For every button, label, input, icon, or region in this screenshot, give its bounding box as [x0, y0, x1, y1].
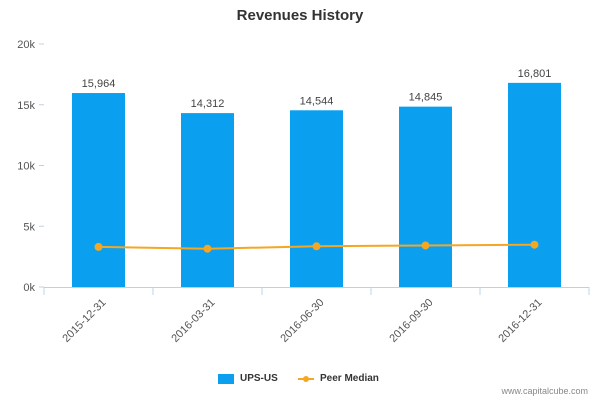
chart-title: Revenues History [236, 7, 364, 24]
data-label: 15,964 [82, 78, 116, 90]
y-tick-label: 15k [17, 100, 35, 112]
data-label: 16,801 [518, 68, 552, 80]
legend-label-peer-median: Peer Median [320, 373, 379, 384]
peer-median-point [312, 242, 321, 251]
y-tick-label: 20k [17, 39, 35, 51]
peer-median-point [94, 242, 103, 251]
y-tick-label: 0k [23, 282, 35, 294]
data-label: 14,312 [191, 98, 225, 110]
peer-median-point [203, 244, 212, 253]
y-tick-label: 5k [23, 221, 35, 233]
bar [72, 93, 125, 287]
bar [508, 82, 561, 287]
data-label: 14,544 [300, 95, 334, 107]
x-tick-label: 2015-12-31 [60, 297, 108, 345]
bar [399, 106, 452, 288]
peer-median-point [530, 240, 539, 249]
bar [181, 113, 234, 288]
legend-swatch-ups-us [218, 373, 234, 384]
legend-item-peer-median[interactable]: Peer Median [298, 373, 379, 384]
x-tick-label: 2016-12-31 [496, 297, 544, 345]
bar [290, 110, 343, 287]
legend-label-ups-us: UPS-US [240, 373, 278, 384]
data-label: 14,845 [409, 92, 443, 104]
legend: UPS-US Peer Median [0, 373, 600, 389]
y-tick-label: 10k [17, 161, 35, 173]
legend-item-ups-us[interactable]: UPS-US [218, 373, 278, 384]
source-credit: www.capitalcube.com [501, 386, 588, 396]
x-tick-label: 2016-03-31 [169, 297, 217, 345]
legend-swatch-peer-median [298, 374, 314, 384]
peer-median-point [421, 241, 430, 250]
x-tick-label: 2016-06-30 [278, 297, 326, 345]
x-tick-label: 2016-09-30 [387, 297, 435, 345]
